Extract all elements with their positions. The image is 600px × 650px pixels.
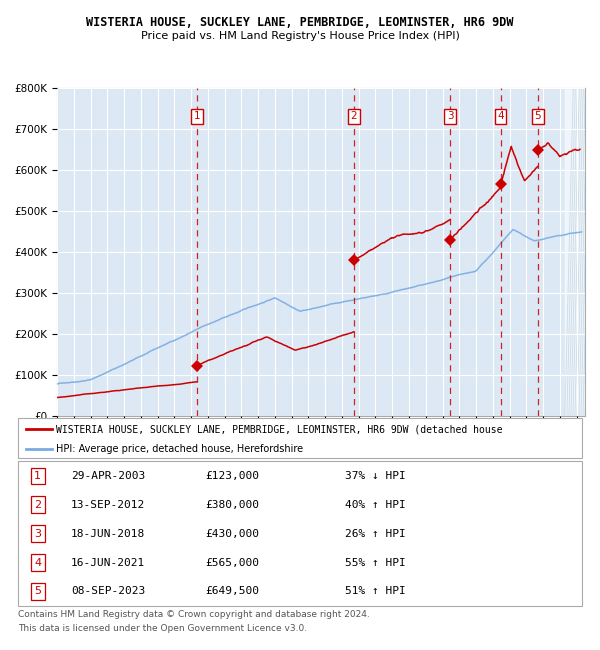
Text: £380,000: £380,000 [205, 500, 259, 510]
Text: 18-JUN-2018: 18-JUN-2018 [71, 528, 145, 539]
Text: 3: 3 [447, 111, 454, 122]
Text: WISTERIA HOUSE, SUCKLEY LANE, PEMBRIDGE, LEOMINSTER, HR6 9DW (detached house: WISTERIA HOUSE, SUCKLEY LANE, PEMBRIDGE,… [56, 424, 503, 434]
Text: 3: 3 [34, 528, 41, 539]
Text: 4: 4 [497, 111, 504, 122]
Text: 37% ↓ HPI: 37% ↓ HPI [345, 471, 406, 481]
Text: 40% ↑ HPI: 40% ↑ HPI [345, 500, 406, 510]
Text: Contains HM Land Registry data © Crown copyright and database right 2024.: Contains HM Land Registry data © Crown c… [18, 610, 370, 619]
Text: 2: 2 [350, 111, 357, 122]
Text: 29-APR-2003: 29-APR-2003 [71, 471, 145, 481]
Text: 08-SEP-2023: 08-SEP-2023 [71, 586, 145, 596]
Text: 5: 5 [535, 111, 541, 122]
Text: £649,500: £649,500 [205, 586, 259, 596]
Text: 26% ↑ HPI: 26% ↑ HPI [345, 528, 406, 539]
Text: 4: 4 [34, 558, 41, 567]
Text: 51% ↑ HPI: 51% ↑ HPI [345, 586, 406, 596]
Text: £123,000: £123,000 [205, 471, 259, 481]
Text: £430,000: £430,000 [205, 528, 259, 539]
Text: 16-JUN-2021: 16-JUN-2021 [71, 558, 145, 567]
Text: 55% ↑ HPI: 55% ↑ HPI [345, 558, 406, 567]
Text: 13-SEP-2012: 13-SEP-2012 [71, 500, 145, 510]
Text: £565,000: £565,000 [205, 558, 259, 567]
Text: 1: 1 [34, 471, 41, 481]
Text: 5: 5 [34, 586, 41, 596]
Text: HPI: Average price, detached house, Herefordshire: HPI: Average price, detached house, Here… [56, 445, 304, 454]
Text: 1: 1 [193, 111, 200, 122]
Text: Price paid vs. HM Land Registry's House Price Index (HPI): Price paid vs. HM Land Registry's House … [140, 31, 460, 41]
Text: 2: 2 [34, 500, 41, 510]
Text: WISTERIA HOUSE, SUCKLEY LANE, PEMBRIDGE, LEOMINSTER, HR6 9DW: WISTERIA HOUSE, SUCKLEY LANE, PEMBRIDGE,… [86, 16, 514, 29]
Text: This data is licensed under the Open Government Licence v3.0.: This data is licensed under the Open Gov… [18, 624, 307, 633]
